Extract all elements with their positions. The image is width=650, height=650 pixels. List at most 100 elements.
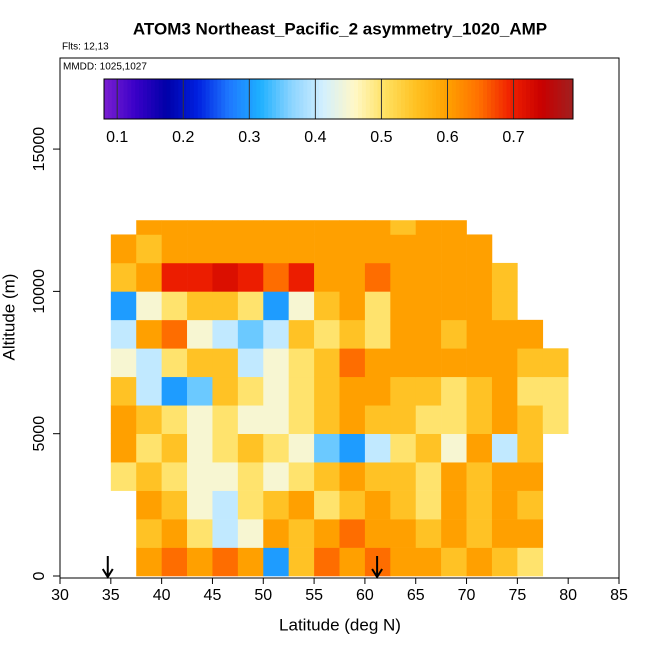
heat-cell <box>491 319 518 349</box>
heat-cell <box>364 462 391 491</box>
heat-cell <box>491 490 518 520</box>
heat-cell <box>161 220 188 235</box>
heat-cell <box>288 220 315 235</box>
heat-cell <box>466 376 493 406</box>
heat-cell <box>237 348 264 378</box>
heat-cell <box>187 519 213 548</box>
colorbar-segment <box>522 79 527 119</box>
chart-title: ATOM3 Northeast_Pacific_2 asymmetry_1020… <box>133 19 547 38</box>
colorbar-segment <box>162 79 168 119</box>
heat-cell <box>161 490 188 520</box>
heat-cell <box>263 348 289 378</box>
colorbar-segment <box>463 79 468 119</box>
colorbar-segment <box>569 79 574 119</box>
colorbar-segment <box>186 79 191 119</box>
colorbar-segment <box>510 79 515 119</box>
heat-cell <box>136 376 162 406</box>
colorbar-segment <box>225 79 230 119</box>
heat-cell <box>136 519 162 548</box>
heat-cell <box>161 433 188 463</box>
colorbar-segment <box>150 79 156 119</box>
colorbar-segment <box>315 79 320 119</box>
heat-cell <box>110 319 137 349</box>
y-tick-label: 0 <box>31 571 48 580</box>
heat-cell <box>491 519 518 548</box>
heat-cell <box>314 462 340 491</box>
colorbar-segment <box>557 79 562 119</box>
colorbar-segment <box>322 79 328 119</box>
heat-cell <box>441 220 467 235</box>
heat-cell <box>212 319 239 349</box>
heat-cell <box>517 376 544 406</box>
heat-cell <box>237 490 264 520</box>
heat-cell <box>212 490 239 520</box>
marker-arrow <box>101 556 114 579</box>
heat-cell <box>364 234 391 264</box>
colorbar-segment <box>561 79 566 119</box>
colorbar-segment <box>377 79 382 119</box>
heat-cell <box>288 234 315 264</box>
colorbar-segment <box>553 79 558 119</box>
heat-cell <box>237 519 264 548</box>
heat-cell <box>212 547 239 577</box>
heat-cell <box>339 376 366 406</box>
colorbar-segment <box>303 79 308 119</box>
heat-cell <box>441 262 467 292</box>
colorbar-segment <box>287 79 293 119</box>
heat-cell <box>339 220 366 235</box>
colorbar-segment <box>451 79 457 119</box>
heat-cell <box>517 490 544 520</box>
heat-cell <box>517 405 544 434</box>
heat-cell <box>314 433 340 463</box>
x-tick-label: 65 <box>407 587 425 604</box>
colorbar-segment <box>311 79 316 119</box>
heat-cell <box>415 490 442 520</box>
heat-cell <box>390 519 417 548</box>
colorbar-segment <box>139 79 144 119</box>
heat-cell <box>288 547 315 577</box>
colorbar-segment <box>248 79 254 119</box>
plot-frame <box>59 57 620 579</box>
heat-cell <box>288 405 315 434</box>
heat-cell <box>517 433 544 463</box>
heat-cell <box>288 519 315 548</box>
heat-cell <box>288 319 315 349</box>
colorbar-tick-label: 0.7 <box>502 129 524 146</box>
colorbar-segment <box>221 79 226 119</box>
colorbar-segment <box>295 79 300 119</box>
heat-cell <box>466 433 493 463</box>
colorbar-segment <box>252 79 257 119</box>
heat-cell <box>415 234 442 264</box>
colorbar-segment <box>178 79 183 119</box>
colorbar-segment <box>146 79 152 119</box>
colorbar-segment <box>111 79 117 119</box>
heat-cell <box>314 291 340 321</box>
heat-cell <box>415 433 442 463</box>
heat-cell <box>237 262 264 292</box>
heat-cell <box>136 220 162 235</box>
heat-cell <box>314 262 340 292</box>
heat-cell <box>339 519 366 548</box>
colorbar-segment <box>490 79 496 119</box>
colorbar-segment <box>115 79 121 119</box>
heat-cell <box>415 519 442 548</box>
heat-cell <box>212 291 239 321</box>
heat-cell <box>110 291 137 321</box>
colorbar-segment <box>143 79 148 119</box>
heat-cell <box>415 348 442 378</box>
colorbar-tick-label: 0.6 <box>436 129 458 146</box>
colorbar-segment <box>107 79 113 119</box>
colorbar-segment <box>119 79 125 119</box>
heat-cell <box>390 220 417 235</box>
heat-cell <box>364 376 391 406</box>
colorbar-segment <box>291 79 297 119</box>
heat-cell <box>314 547 340 577</box>
heat-cell <box>161 348 188 378</box>
colorbar-segment <box>268 79 273 119</box>
colorbar-segment <box>131 79 136 119</box>
heat-cell <box>517 319 544 349</box>
heat-cell <box>466 291 493 321</box>
heat-cell <box>517 547 544 577</box>
x-tick-label: 30 <box>51 587 69 604</box>
